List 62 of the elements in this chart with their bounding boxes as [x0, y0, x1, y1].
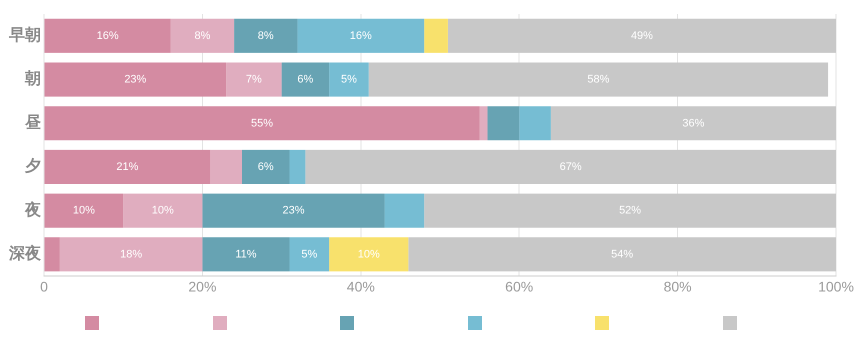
bar: [44, 106, 480, 140]
data-label: 7%: [246, 74, 262, 86]
data-label: 6%: [297, 74, 314, 86]
data-label: 10%: [358, 248, 380, 260]
bar: [60, 237, 202, 272]
data-label: 8%: [258, 30, 274, 42]
x-tick-label: 40%: [346, 278, 375, 294]
bar: [44, 150, 210, 184]
y-tick-label: 朝: [24, 68, 41, 88]
bar: [234, 18, 298, 53]
bar: [488, 106, 520, 140]
bar: [123, 194, 202, 228]
data-label: 16%: [96, 30, 119, 42]
y-tick-label: 夕: [24, 156, 41, 176]
data-label: 23%: [282, 204, 305, 217]
bar: [297, 18, 424, 53]
bar: [202, 194, 385, 228]
bar: [550, 106, 836, 140]
bar: [329, 62, 369, 97]
bar: [424, 18, 448, 53]
bar: [424, 194, 836, 228]
data-label: 5%: [340, 74, 358, 86]
bar: [305, 150, 836, 184]
data-label: 55%: [251, 117, 274, 130]
bar: [44, 62, 226, 97]
bar: [44, 194, 124, 228]
bar: [368, 62, 828, 97]
data-label: 21%: [116, 160, 139, 173]
data-label: 11%: [235, 248, 257, 260]
bar: [210, 150, 242, 184]
bar: [329, 237, 408, 272]
data-label: 8%: [194, 30, 211, 42]
bar: [170, 18, 234, 53]
data-label: 18%: [120, 248, 142, 260]
bar: [480, 106, 488, 140]
bar: [384, 194, 424, 228]
data-label: 16%: [350, 30, 372, 42]
bar: [290, 150, 306, 184]
y-tick-label: 夜: [24, 200, 42, 219]
x-tick-label: 100%: [818, 278, 854, 294]
bar: [242, 150, 290, 184]
y-tick-label: 昼: [24, 112, 41, 132]
bar: [448, 18, 836, 53]
x-tick-label: 60%: [505, 278, 534, 294]
data-label: 6%: [258, 160, 274, 173]
y-tick-label: 深夜: [8, 244, 42, 263]
bar: [519, 106, 551, 140]
x-tick-label: 20%: [188, 278, 216, 294]
data-label: 10%: [72, 204, 96, 217]
bar: [408, 237, 836, 272]
bar: [202, 237, 290, 272]
bar: [290, 237, 330, 272]
y-tick-label: 早朝: [8, 25, 41, 44]
x-tick-label: 80%: [664, 278, 692, 294]
bar: [282, 62, 330, 97]
bar: [226, 62, 282, 97]
data-label: 23%: [124, 74, 147, 86]
x-tick-label: 0: [40, 278, 48, 294]
bar: [44, 18, 171, 53]
data-label: 5%: [301, 248, 318, 260]
bar: [44, 237, 60, 272]
data-label: 10%: [152, 204, 174, 217]
